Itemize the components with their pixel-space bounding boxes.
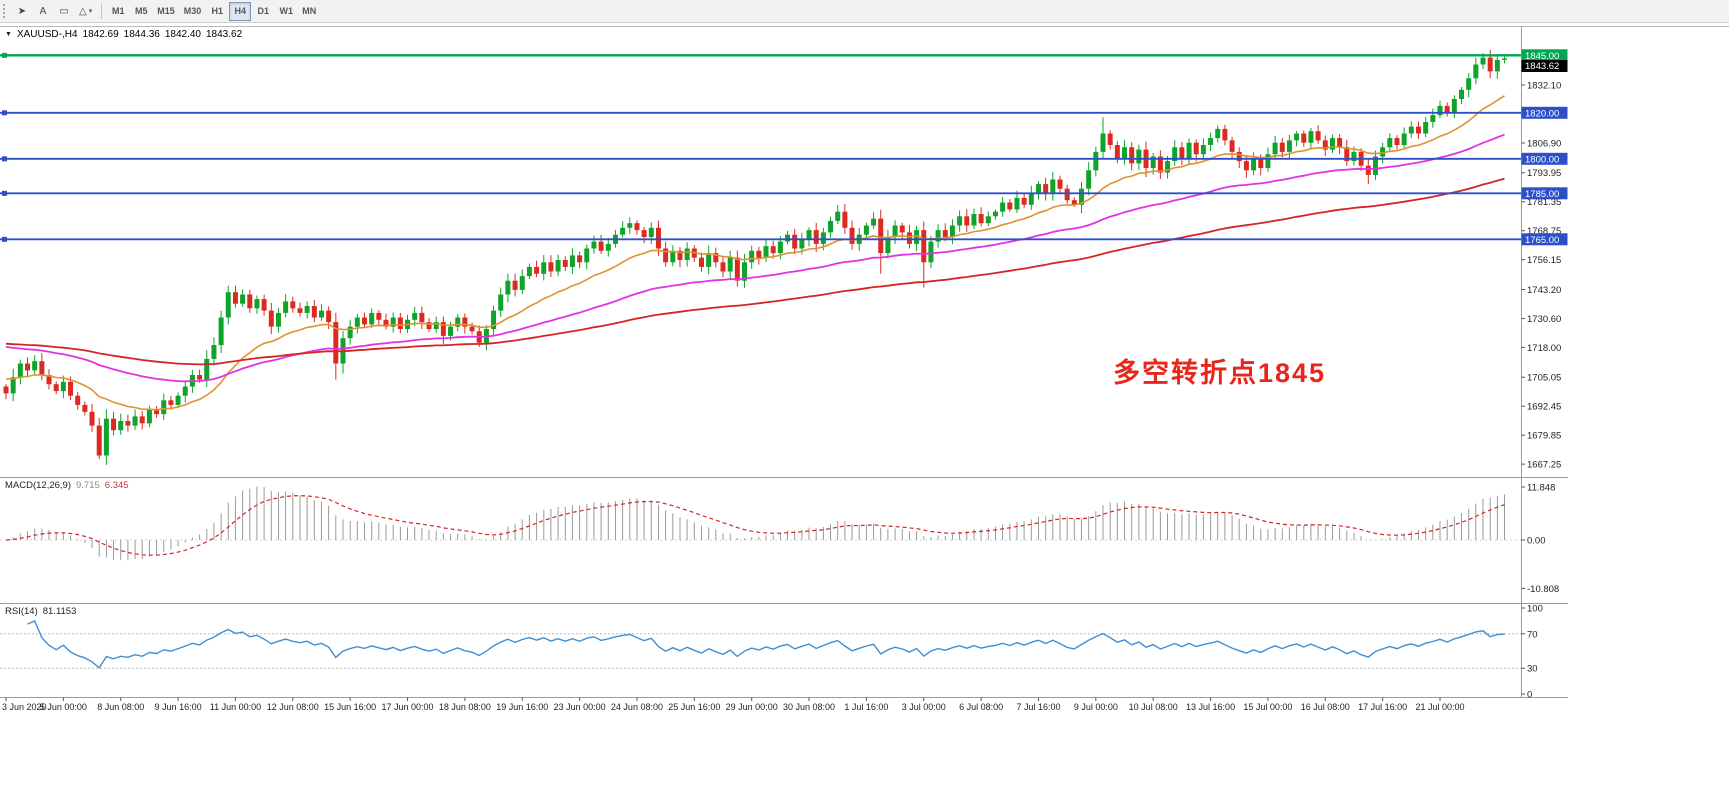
svg-text:23 Jun 00:00: 23 Jun 00:00 [554, 702, 606, 712]
svg-text:100: 100 [1527, 604, 1543, 615]
svg-text:0.00: 0.00 [1527, 536, 1546, 547]
svg-text:7 Jul 16:00: 7 Jul 16:00 [1016, 702, 1060, 712]
svg-text:29 Jun 00:00: 29 Jun 00:00 [726, 702, 778, 712]
macd-panel-layer: 11.848 0.00 -10.808 [0, 483, 1559, 595]
svg-text:1843.62: 1843.62 [1525, 61, 1559, 72]
drawing-tools-group: ➤ A ▭ △ ▾ [12, 2, 96, 21]
svg-text:1 Jul 16:00: 1 Jul 16:00 [844, 702, 888, 712]
dropdown-arrow-icon: ▾ [88, 8, 93, 15]
ohlc-open: 1842.69 [82, 29, 119, 40]
svg-text:70: 70 [1527, 629, 1538, 640]
svg-text:25 Jun 16:00: 25 Jun 16:00 [668, 702, 720, 712]
svg-text:1820.00: 1820.00 [1525, 108, 1559, 119]
ma-slow-line [5, 177, 1505, 366]
svg-text:21 Jul 00:00: 21 Jul 00:00 [1415, 702, 1464, 712]
svg-text:1800.00: 1800.00 [1525, 154, 1559, 165]
svg-text:1768.75: 1768.75 [1527, 226, 1561, 237]
svg-text:3 Jun 2020: 3 Jun 2020 [2, 702, 47, 712]
svg-text:11.848: 11.848 [1527, 483, 1555, 494]
svg-text:1743.20: 1743.20 [1527, 285, 1561, 296]
toolbar-grip[interactable] [3, 4, 8, 18]
ma-mid-line [5, 133, 1505, 383]
tf-button-MN[interactable]: MN [298, 2, 320, 21]
svg-text:1756.15: 1756.15 [1527, 255, 1561, 266]
svg-text:15 Jun 16:00: 15 Jun 16:00 [324, 702, 376, 712]
svg-text:1845.00: 1845.00 [1525, 51, 1559, 62]
svg-text:5 Jun 00:00: 5 Jun 00:00 [40, 702, 87, 712]
chart-title: ▼ XAUUSD-,H4 1842.69 1844.36 1842.40 184… [5, 29, 242, 40]
svg-text:0: 0 [1527, 690, 1532, 701]
svg-text:8 Jun 08:00: 8 Jun 08:00 [97, 702, 144, 712]
svg-text:3 Jul 00:00: 3 Jul 00:00 [902, 702, 946, 712]
tf-button-W1[interactable]: W1 [275, 2, 297, 21]
svg-text:17 Jun 00:00: 17 Jun 00:00 [381, 702, 433, 712]
svg-text:1765.00: 1765.00 [1525, 235, 1559, 246]
timeframe-group: M1 M5 M15 M30 H1 H4 D1 W1 MN [107, 1, 320, 21]
svg-text:17 Jul 16:00: 17 Jul 16:00 [1358, 702, 1407, 712]
tf-button-H1[interactable]: H1 [206, 2, 228, 21]
svg-text:1692.45: 1692.45 [1527, 402, 1561, 413]
panel-frame-layer [0, 26, 1729, 698]
svg-text:30 Jun 08:00: 30 Jun 08:00 [783, 702, 835, 712]
macd-value-main: 9.715 [76, 480, 100, 491]
rsi-title: RSI(14) [5, 606, 38, 617]
svg-text:1785.00: 1785.00 [1525, 189, 1559, 200]
svg-text:9 Jun 16:00: 9 Jun 16:00 [155, 702, 202, 712]
svg-text:1718.00: 1718.00 [1527, 343, 1561, 354]
chart-symbol-period: XAUUSD-,H4 [16, 29, 78, 40]
tf-button-M5[interactable]: M5 [130, 2, 152, 21]
tool-text-label-button[interactable]: ▭ [54, 2, 74, 21]
horizontal-lines-layer[interactable] [0, 52, 1521, 242]
top-toolbar: ➤ A ▭ △ ▾ M1 M5 M15 M30 H1 H4 D1 W1 MN [0, 0, 1729, 23]
macd-value-signal: 6.345 [104, 480, 129, 491]
tf-button-M15[interactable]: M15 [153, 2, 179, 21]
svg-text:16 Jul 08:00: 16 Jul 08:00 [1301, 702, 1350, 712]
price-axis-layer: 1832.10 1806.90 1793.95 1781.35 1768.75 1756.… [1521, 49, 1568, 471]
tf-button-H4[interactable]: H4 [229, 1, 252, 21]
svg-text:19 Jun 16:00: 19 Jun 16:00 [496, 702, 548, 712]
svg-text:12 Jun 08:00: 12 Jun 08:00 [267, 702, 319, 712]
svg-text:10 Jul 08:00: 10 Jul 08:00 [1129, 702, 1178, 712]
macd-title: MACD(12,26,9) [5, 480, 71, 491]
svg-text:13 Jul 16:00: 13 Jul 16:00 [1186, 702, 1235, 712]
macd-indicator-label: MACD(12,26,9) 9.715 6.345 [5, 480, 129, 491]
toolbar-separator [101, 3, 103, 19]
rsi-panel-layer: 100 70 30 0 [0, 604, 1543, 701]
svg-text:1667.25: 1667.25 [1527, 460, 1561, 471]
svg-text:1781.35: 1781.35 [1527, 197, 1561, 208]
svg-text:1806.90: 1806.90 [1527, 139, 1561, 150]
ohlc-low: 1842.40 [164, 29, 201, 40]
svg-text:1832.10: 1832.10 [1527, 81, 1561, 92]
svg-text:1679.85: 1679.85 [1527, 431, 1561, 442]
svg-text:30: 30 [1527, 664, 1538, 675]
svg-text:1705.05: 1705.05 [1527, 373, 1561, 384]
tool-cursor-button[interactable]: ➤ [12, 2, 32, 21]
svg-text:9 Jul 00:00: 9 Jul 00:00 [1074, 702, 1118, 712]
svg-text:18 Jun 08:00: 18 Jun 08:00 [439, 702, 491, 712]
svg-text:-10.808: -10.808 [1527, 584, 1559, 595]
collapse-arrow-icon[interactable]: ▼ [5, 31, 12, 38]
tf-button-M30[interactable]: M30 [180, 2, 206, 21]
ohlc-close: 1843.62 [205, 29, 243, 40]
tool-text-button[interactable]: A [33, 2, 53, 21]
ma-fast-line [5, 95, 1505, 411]
tf-button-M1[interactable]: M1 [107, 2, 129, 21]
moving-average-layer [5, 95, 1505, 411]
ohlc-high: 1844.36 [123, 29, 160, 40]
svg-text:11 Jun 00:00: 11 Jun 00:00 [210, 702, 261, 712]
svg-text:1730.60: 1730.60 [1527, 314, 1561, 325]
rsi-value: 81.1153 [42, 606, 77, 617]
rsi-indicator-label: RSI(14) 81.1153 [5, 606, 76, 617]
svg-text:15 Jul 00:00: 15 Jul 00:00 [1243, 702, 1292, 712]
svg-text:6 Jul 08:00: 6 Jul 08:00 [959, 702, 1003, 712]
tf-button-D1[interactable]: D1 [252, 2, 274, 21]
svg-text:24 Jun 08:00: 24 Jun 08:00 [611, 702, 663, 712]
tool-shapes-button[interactable]: △ ▾ [75, 2, 96, 21]
svg-text:1793.95: 1793.95 [1527, 168, 1561, 179]
annotation-text[interactable]: 多空转折点1845 [1113, 358, 1327, 388]
